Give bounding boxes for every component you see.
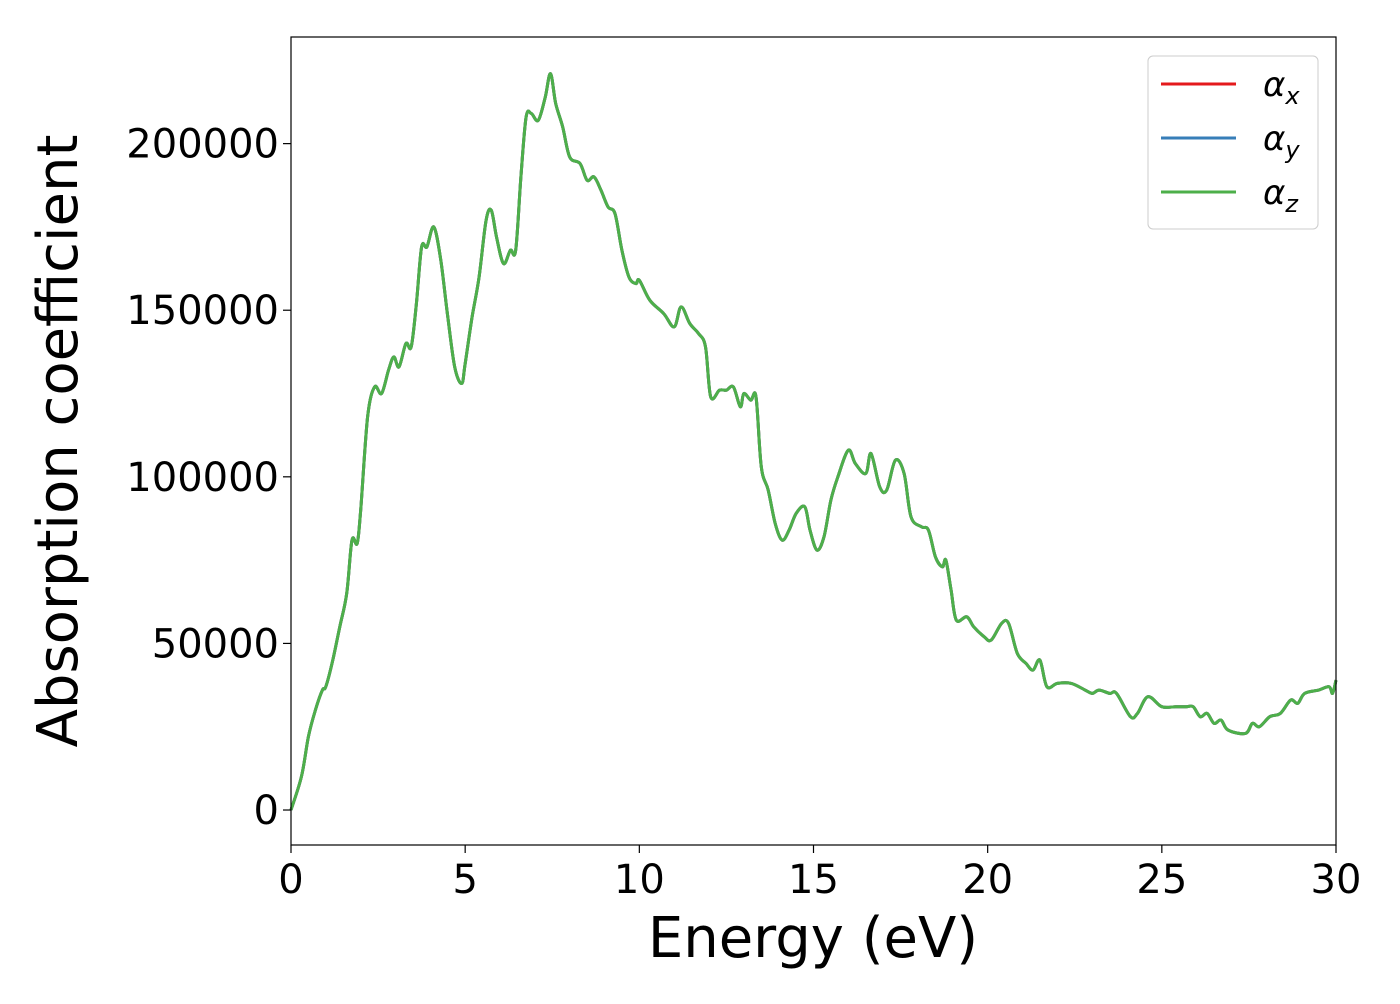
x-tick-label: 30 bbox=[1311, 857, 1362, 903]
x-tick-label: 10 bbox=[614, 857, 665, 903]
legend-label-x: αx bbox=[1263, 65, 1300, 110]
y-tick-label: 100000 bbox=[126, 455, 279, 501]
x-tick-label: 5 bbox=[452, 857, 477, 903]
y-tick-label: 150000 bbox=[126, 288, 279, 334]
legend: αx αy αz bbox=[1147, 55, 1319, 230]
y-tick-label: 0 bbox=[254, 788, 279, 834]
series-line-z bbox=[289, 72, 1338, 811]
x-axis-ticks: 0 5 10 15 20 25 30 bbox=[278, 845, 1361, 903]
x-tick-label: 15 bbox=[788, 857, 839, 903]
y-tick-label: 50000 bbox=[152, 621, 279, 667]
legend-box bbox=[1147, 55, 1319, 230]
series-lines bbox=[289, 72, 1338, 811]
x-tick-label: 25 bbox=[1136, 857, 1187, 903]
x-tick-label: 20 bbox=[962, 857, 1013, 903]
y-axis-label: Absorption coefficient bbox=[26, 135, 91, 748]
legend-label-y: αy bbox=[1263, 119, 1300, 164]
y-axis-ticks: 0 50000 100000 150000 200000 bbox=[126, 122, 291, 834]
x-axis-label: Energy (eV) bbox=[648, 906, 978, 971]
y-tick-label: 200000 bbox=[126, 122, 279, 168]
x-tick-label: 0 bbox=[278, 857, 303, 903]
legend-label-z: αz bbox=[1263, 173, 1299, 218]
